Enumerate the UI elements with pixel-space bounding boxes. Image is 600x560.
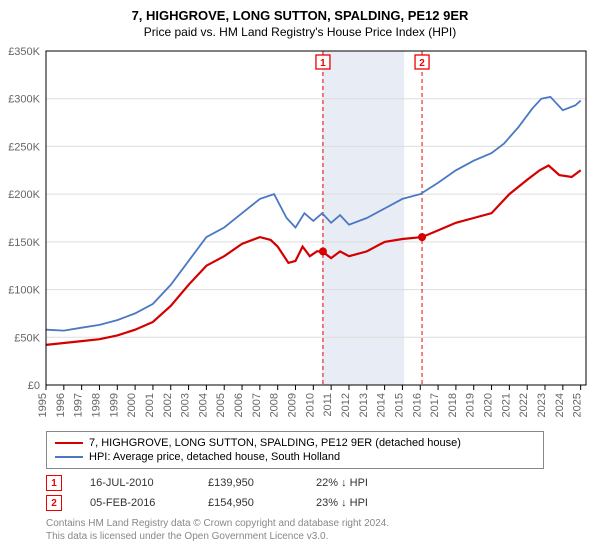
svg-text:1995: 1995 xyxy=(37,393,49,417)
legend-swatch-property xyxy=(55,442,83,444)
legend-label-property: 7, HIGHGROVE, LONG SUTTON, SPALDING, PE1… xyxy=(89,437,461,449)
chart-svg: £0 £50K £100K £150K £200K £250K £300K £350K 1995… xyxy=(0,45,600,425)
sale-delta-2: 23% ↓ HPI xyxy=(316,497,368,509)
svg-text:£150K: £150K xyxy=(8,237,40,249)
svg-text:2023: 2023 xyxy=(536,393,548,417)
svg-text:2005: 2005 xyxy=(215,393,227,417)
sale-price-2: £154,950 xyxy=(208,497,288,509)
svg-text:£350K: £350K xyxy=(8,46,40,58)
sale-delta-1: 22% ↓ HPI xyxy=(316,477,368,489)
sale-date-1: 16-JUL-2010 xyxy=(90,477,180,489)
svg-text:2020: 2020 xyxy=(483,393,495,417)
svg-text:2017: 2017 xyxy=(429,393,441,417)
sale-marker-2: 2 xyxy=(46,495,62,511)
footer-line-2: This data is licensed under the Open Gov… xyxy=(46,530,554,543)
legend-label-hpi: HPI: Average price, detached house, Sout… xyxy=(89,451,340,463)
svg-text:2004: 2004 xyxy=(197,393,209,417)
legend-item-hpi: HPI: Average price, detached house, Sout… xyxy=(55,450,535,464)
sale-date-2: 05-FEB-2016 xyxy=(90,497,180,509)
svg-text:2015: 2015 xyxy=(393,393,405,417)
sale-record-1: 1 16-JUL-2010 £139,950 22% ↓ HPI xyxy=(46,473,600,493)
legend: 7, HIGHGROVE, LONG SUTTON, SPALDING, PE1… xyxy=(46,431,544,469)
legend-swatch-hpi xyxy=(55,456,83,458)
svg-text:2001: 2001 xyxy=(144,393,156,417)
footer-line-1: Contains HM Land Registry data © Crown c… xyxy=(46,517,554,530)
svg-text:2021: 2021 xyxy=(500,393,512,417)
svg-text:£300K: £300K xyxy=(8,94,40,106)
svg-text:1998: 1998 xyxy=(90,393,102,417)
chart: £0 £50K £100K £150K £200K £250K £300K £350K 1995… xyxy=(0,45,600,425)
svg-text:2025: 2025 xyxy=(572,393,584,417)
svg-text:1996: 1996 xyxy=(55,393,67,417)
svg-text:2010: 2010 xyxy=(304,393,316,417)
svg-text:2012: 2012 xyxy=(340,393,352,417)
svg-text:1: 1 xyxy=(320,58,326,69)
svg-text:2002: 2002 xyxy=(162,393,174,417)
svg-text:2: 2 xyxy=(419,58,425,69)
svg-text:2019: 2019 xyxy=(465,393,477,417)
svg-text:2022: 2022 xyxy=(518,393,530,417)
svg-text:1997: 1997 xyxy=(73,393,85,417)
svg-text:2008: 2008 xyxy=(269,393,281,417)
footer: Contains HM Land Registry data © Crown c… xyxy=(46,517,554,543)
svg-text:2007: 2007 xyxy=(251,393,263,417)
svg-text:£250K: £250K xyxy=(8,141,40,153)
sale-record-2: 2 05-FEB-2016 £154,950 23% ↓ HPI xyxy=(46,493,600,513)
svg-text:£100K: £100K xyxy=(8,285,40,297)
svg-text:2003: 2003 xyxy=(180,393,192,417)
svg-text:2024: 2024 xyxy=(554,393,566,417)
svg-text:2009: 2009 xyxy=(287,393,299,417)
svg-text:2013: 2013 xyxy=(358,393,370,417)
svg-text:1999: 1999 xyxy=(108,393,120,417)
svg-text:£0: £0 xyxy=(28,380,40,392)
legend-item-property: 7, HIGHGROVE, LONG SUTTON, SPALDING, PE1… xyxy=(55,436,535,450)
sale-records: 1 16-JUL-2010 £139,950 22% ↓ HPI 2 05-FE… xyxy=(46,473,600,513)
svg-text:£200K: £200K xyxy=(8,189,40,201)
chart-title: 7, HIGHGROVE, LONG SUTTON, SPALDING, PE1… xyxy=(0,0,600,23)
sale-marker-1: 1 xyxy=(46,475,62,491)
svg-text:2018: 2018 xyxy=(447,393,459,417)
svg-text:2000: 2000 xyxy=(126,393,138,417)
svg-text:2016: 2016 xyxy=(411,393,423,417)
svg-text:2011: 2011 xyxy=(322,393,334,417)
svg-text:2006: 2006 xyxy=(233,393,245,417)
svg-text:£50K: £50K xyxy=(14,332,40,344)
chart-subtitle: Price paid vs. HM Land Registry's House … xyxy=(0,23,600,45)
sale-price-1: £139,950 xyxy=(208,477,288,489)
svg-text:2014: 2014 xyxy=(376,393,388,417)
